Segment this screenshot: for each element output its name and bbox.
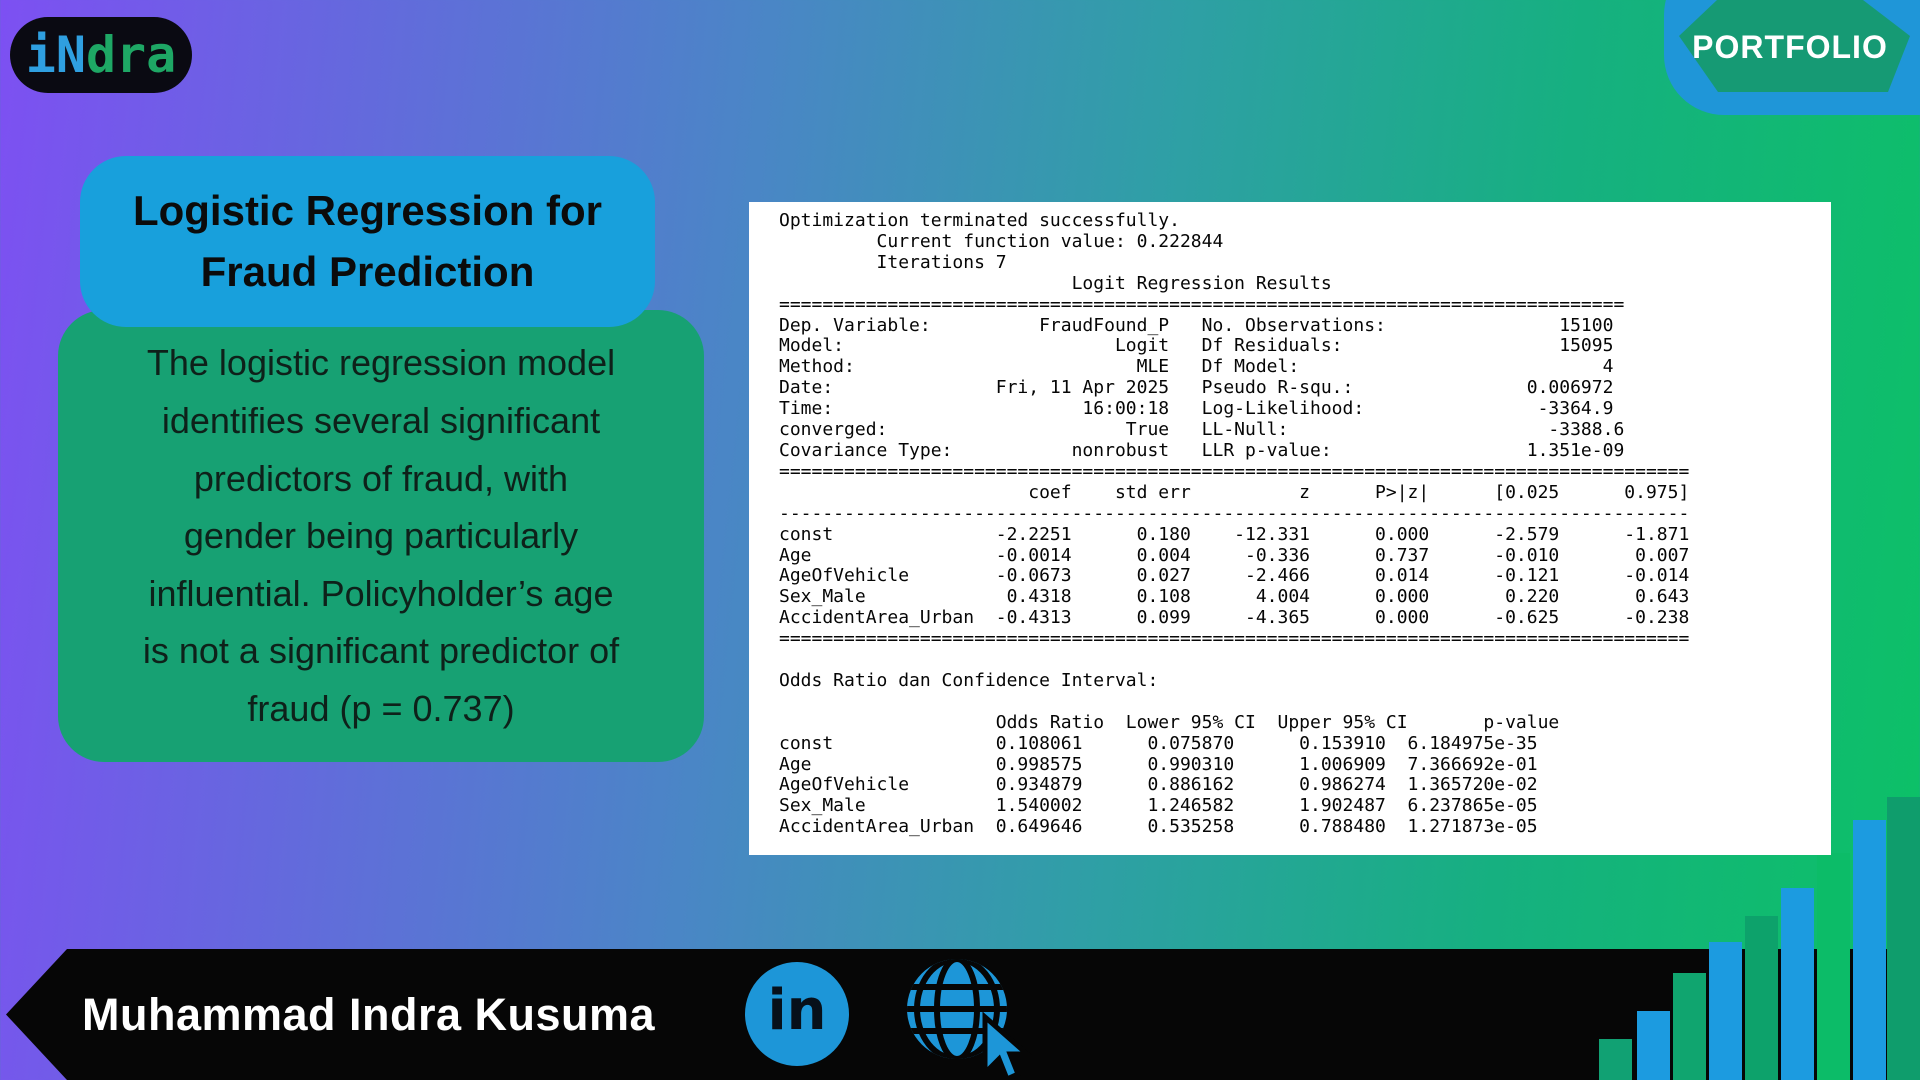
decoration-bar: [1637, 1011, 1670, 1080]
portfolio-badge: PORTFOLIO: [1679, 0, 1910, 92]
terminal-panel: Optimization terminated successfully. Cu…: [749, 202, 1831, 855]
portfolio-label: PORTFOLIO: [1692, 28, 1888, 65]
terminal-text: Optimization terminated successfully. Cu…: [779, 210, 1690, 838]
author-name: Muhammad Indra Kusuma: [82, 988, 656, 1040]
decoration-bar: [1817, 853, 1850, 1080]
title-card: Logistic Regression for Fraud Prediction: [80, 156, 655, 327]
description-text: The logistic regression model identifies…: [142, 342, 620, 729]
decoration-bar: [1599, 1039, 1632, 1080]
decoration-bar: [1853, 820, 1886, 1080]
brand-logo-text-green: dra: [85, 26, 177, 84]
linkedin-icon-glyph: in: [767, 977, 827, 1043]
brand-logo-text-blue: iN: [25, 26, 86, 84]
cursor-arrow-icon: [982, 1011, 1034, 1080]
linkedin-icon[interactable]: in: [745, 962, 849, 1066]
page-title: Logistic Regression for Fraud Prediction: [132, 187, 603, 295]
decoration-bar: [1745, 916, 1778, 1080]
decoration-bar: [1781, 888, 1814, 1080]
globe-icon[interactable]: [903, 955, 1037, 1080]
decoration-bar: [1709, 942, 1742, 1080]
decoration-bar: [1887, 797, 1920, 1080]
description-card: The logistic regression model identifies…: [58, 310, 704, 762]
decoration-bar: [1673, 973, 1706, 1080]
brand-logo: iN dra: [10, 17, 192, 93]
